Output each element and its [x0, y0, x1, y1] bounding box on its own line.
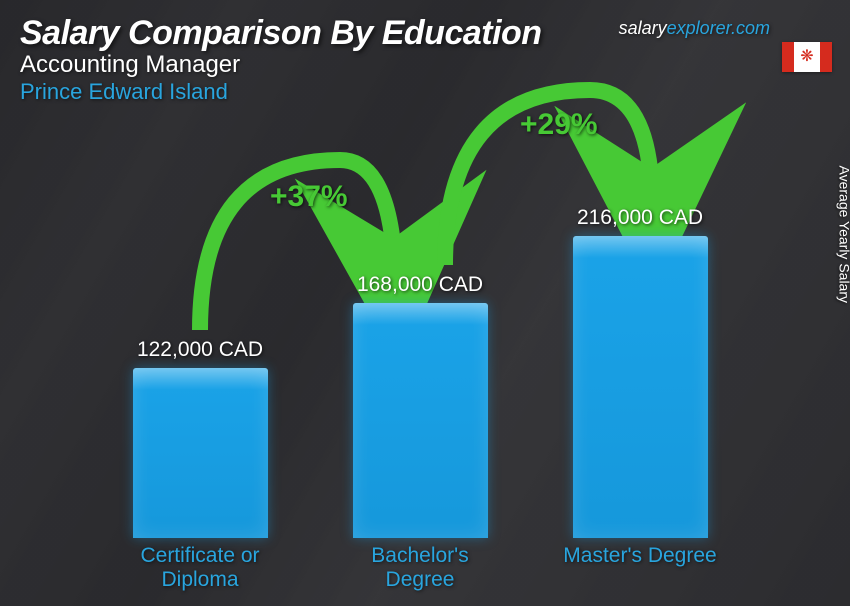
y-axis-label: Average Yearly Salary [836, 166, 850, 304]
bar-chart: 122,000 CAD Certificate or Diploma 168,0… [60, 130, 780, 594]
bar [353, 303, 488, 538]
bar-group: 168,000 CAD Bachelor's Degree [340, 273, 500, 594]
brand-logo: salaryexplorer.com [619, 18, 770, 39]
bar-value: 122,000 CAD [137, 338, 263, 362]
bar-value: 216,000 CAD [577, 206, 703, 230]
bar-category: Bachelor's Degree [340, 544, 500, 594]
bar [573, 236, 708, 538]
bar-group: 216,000 CAD Master's Degree [560, 206, 720, 594]
canada-flag-icon: ❋ [782, 42, 832, 72]
subtitle-role: Accounting Manager [20, 51, 830, 79]
bar-value: 168,000 CAD [357, 273, 483, 297]
subtitle-location: Prince Edward Island [20, 79, 830, 105]
bar [133, 368, 268, 538]
bar-group: 122,000 CAD Certificate or Diploma [120, 338, 280, 594]
bar-category: Master's Degree [563, 544, 716, 594]
bar-category: Certificate or Diploma [120, 544, 280, 594]
